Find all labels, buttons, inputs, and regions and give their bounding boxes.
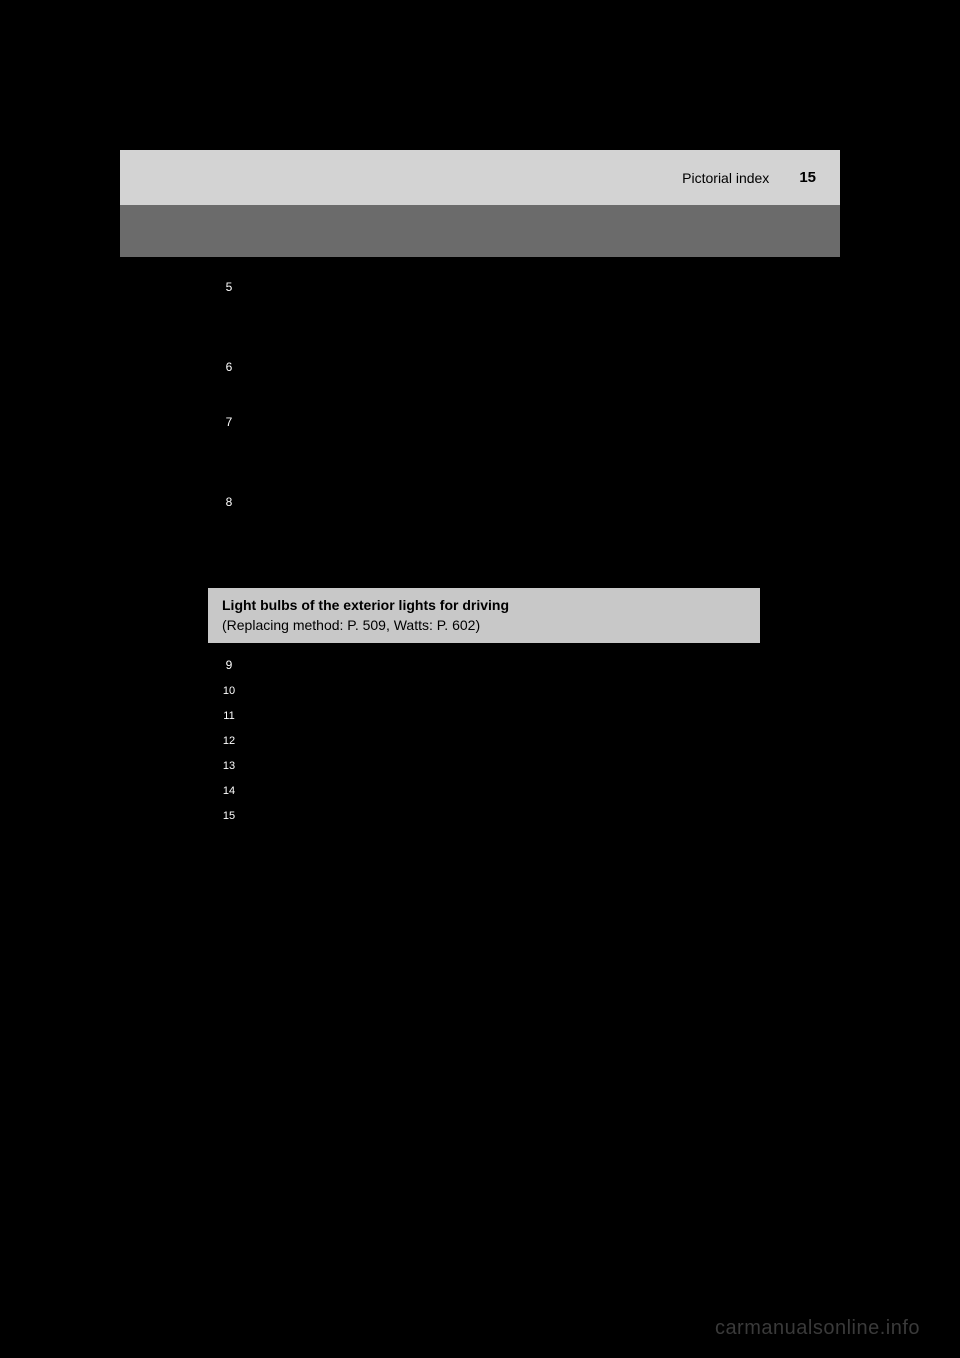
page-number: 15 bbox=[799, 169, 816, 186]
item-text-11 bbox=[246, 703, 840, 725]
item-text-9 bbox=[246, 653, 840, 675]
svg-text:12: 12 bbox=[223, 735, 235, 747]
item-row-8: 8 bbox=[218, 490, 840, 513]
svg-text:5: 5 bbox=[226, 280, 233, 294]
item-text-12 bbox=[246, 728, 840, 750]
item-row-9: 9 bbox=[218, 653, 840, 676]
item-number-8-icon: 8 bbox=[218, 491, 240, 513]
item-number-13-icon: 13 bbox=[218, 754, 240, 776]
item-row-5: 5 bbox=[218, 275, 840, 298]
header-title: Pictorial index bbox=[682, 170, 769, 186]
item-row-10: 10 bbox=[218, 678, 840, 701]
content-area: 5 6 7 8 Light bulbs bbox=[120, 257, 840, 826]
item-row-15: 15 bbox=[218, 803, 840, 826]
page-container: Pictorial index 15 5 6 7 8 bbox=[120, 150, 840, 828]
item-row-11: 11 bbox=[218, 703, 840, 726]
item-number-10-icon: 10 bbox=[218, 679, 240, 701]
item-row-6: 6 bbox=[218, 355, 840, 378]
item-text-8 bbox=[246, 490, 840, 512]
item-number-11-icon: 11 bbox=[218, 704, 240, 726]
svg-text:14: 14 bbox=[223, 785, 235, 797]
item-row-12: 12 bbox=[218, 728, 840, 751]
item-text-15 bbox=[246, 803, 840, 825]
item-row-7: 7 bbox=[218, 410, 840, 433]
item-text-14 bbox=[246, 778, 840, 800]
item-number-6-icon: 6 bbox=[218, 356, 240, 378]
item-text-10 bbox=[246, 678, 840, 700]
item-text-13 bbox=[246, 753, 840, 775]
gray-strip bbox=[120, 205, 840, 257]
svg-text:11: 11 bbox=[223, 710, 234, 722]
svg-text:9: 9 bbox=[226, 658, 233, 672]
item-number-14-icon: 14 bbox=[218, 779, 240, 801]
item-row-14: 14 bbox=[218, 778, 840, 801]
item-text-6 bbox=[246, 355, 840, 377]
section-header: Light bulbs of the exterior lights for d… bbox=[208, 588, 760, 643]
svg-text:6: 6 bbox=[226, 360, 233, 374]
section-header-title: Light bulbs of the exterior lights for d… bbox=[222, 596, 746, 616]
section-header-subtitle: (Replacing method: P. 509, Watts: P. 602… bbox=[222, 616, 746, 636]
item-text-7 bbox=[246, 410, 840, 432]
item-number-12-icon: 12 bbox=[218, 729, 240, 751]
svg-text:8: 8 bbox=[226, 495, 233, 509]
svg-text:10: 10 bbox=[223, 685, 235, 697]
item-number-15-icon: 15 bbox=[218, 804, 240, 826]
watermark: carmanualsonline.info bbox=[715, 1317, 920, 1340]
item-number-5-icon: 5 bbox=[218, 276, 240, 298]
item-row-13: 13 bbox=[218, 753, 840, 776]
item-text-5 bbox=[246, 275, 840, 297]
svg-text:15: 15 bbox=[223, 810, 235, 822]
item-number-7-icon: 7 bbox=[218, 411, 240, 433]
item-number-9-icon: 9 bbox=[218, 654, 240, 676]
header-bar: Pictorial index 15 bbox=[120, 150, 840, 205]
svg-text:13: 13 bbox=[223, 760, 235, 772]
svg-text:7: 7 bbox=[226, 415, 233, 429]
